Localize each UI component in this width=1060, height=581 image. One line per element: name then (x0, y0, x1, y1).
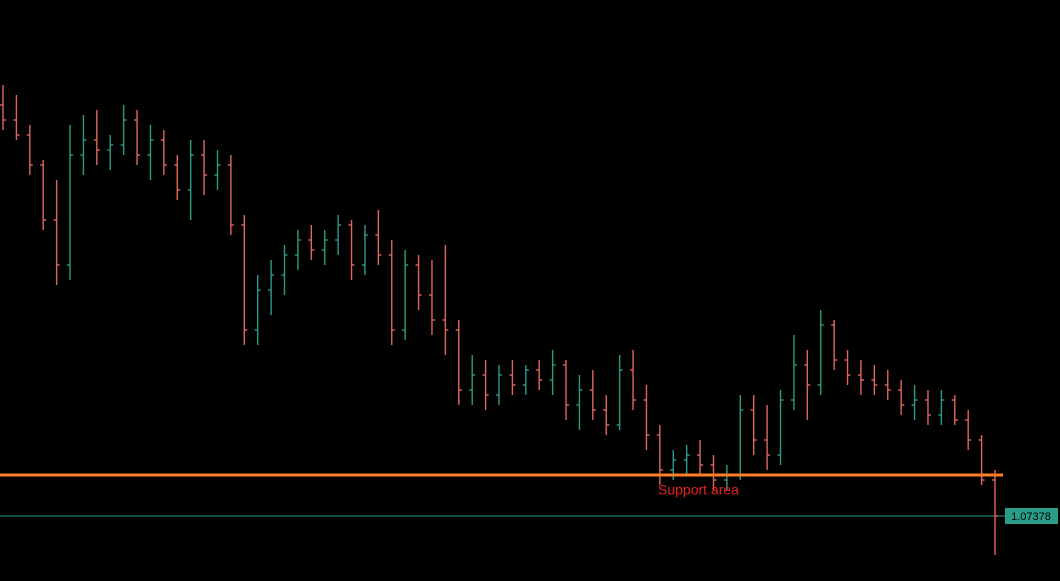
price-tag (1005, 508, 1058, 524)
support-label: Support area (658, 482, 739, 498)
price-tag-label: 1.07378 (1011, 511, 1051, 523)
